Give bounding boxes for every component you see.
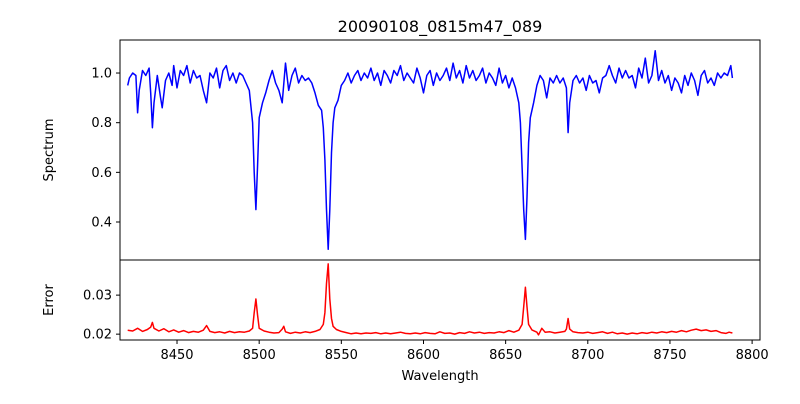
x-tick-label: 8450 [160,348,193,363]
axes-frame-0 [119,39,761,261]
y-axis-label-error: Error [42,284,57,316]
x-tick-label: 8550 [325,348,358,363]
y-tick-label: 0.02 [83,328,112,343]
x-tick-label: 8500 [243,348,276,363]
y-tick-label: 0.4 [91,216,112,231]
x-tick-label: 8650 [489,348,522,363]
y-axis-label-spectrum: Spectrum [42,119,57,182]
x-tick-label: 8700 [571,348,604,363]
chart-title: 20090108_0815m47_089 [338,17,543,37]
x-tick-label: 8600 [407,348,440,363]
y-tick-label: 0.6 [91,166,112,181]
y-tick-label: 1.0 [91,67,112,82]
y-tick-label: 0.8 [91,116,112,131]
x-tick-label: 8750 [653,348,686,363]
series-line-error [127,263,733,336]
x-tick-label: 8800 [736,348,769,363]
x-axis-label: Wavelength [401,369,478,384]
series-line-spectrum [126,49,734,251]
axes-frame-1 [119,259,761,341]
y-tick-label: 0.03 [83,289,112,304]
